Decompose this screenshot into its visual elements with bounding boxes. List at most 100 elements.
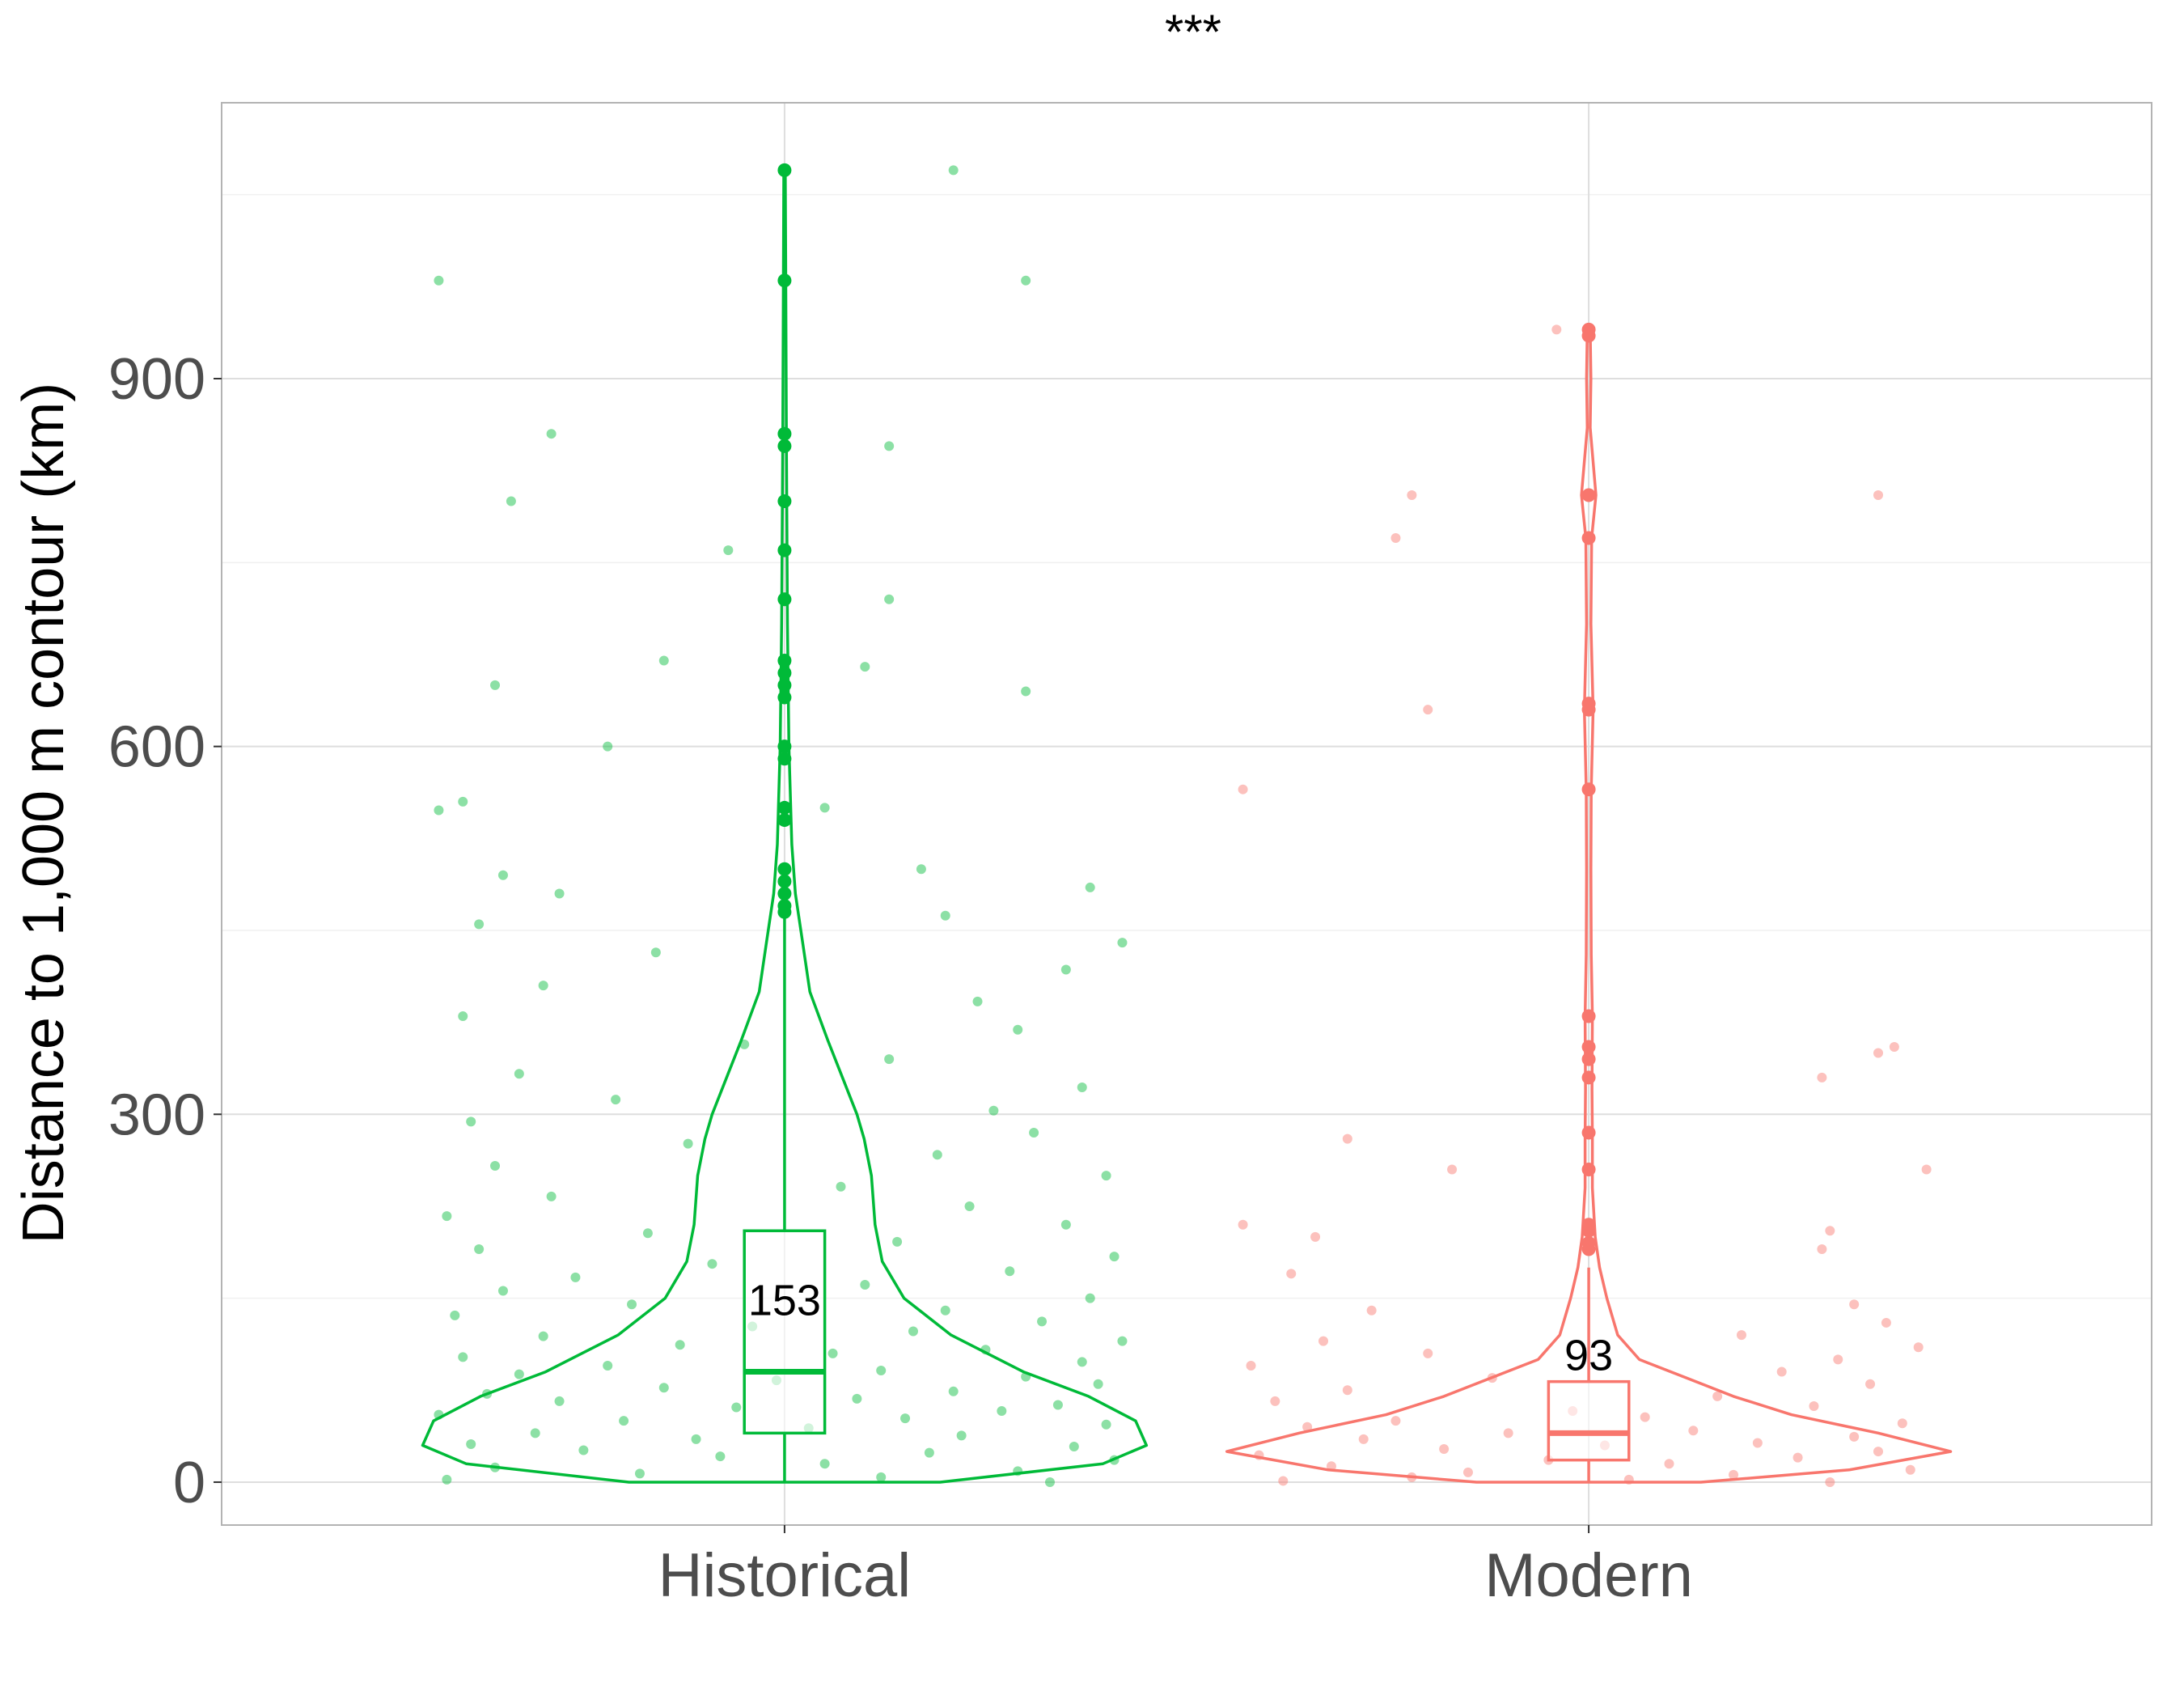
jitter-point	[1423, 705, 1433, 715]
jitter-point	[707, 1259, 717, 1269]
jitter-point	[497, 1286, 508, 1296]
jitter-point	[876, 1366, 887, 1376]
y-axis-ticks: 0 300 600 900	[108, 347, 222, 1515]
outlier-point	[777, 813, 792, 828]
jitter-point	[538, 1331, 548, 1341]
jitter-point	[1712, 1391, 1723, 1401]
jitter-point	[1905, 1464, 1915, 1475]
jitter-point	[852, 1393, 862, 1404]
jitter-point	[1021, 275, 1031, 286]
jitter-point	[1029, 1128, 1039, 1138]
jitter-point	[466, 1438, 476, 1449]
jitter-point	[1005, 1266, 1015, 1277]
jitter-point	[1407, 489, 1417, 500]
jitter-point	[514, 1369, 524, 1379]
jitter-point	[538, 981, 548, 991]
outlier-point	[777, 678, 792, 693]
jitter-point	[964, 1201, 975, 1211]
outlier-point	[777, 690, 792, 705]
x-tick-label: Modern	[1484, 1541, 1693, 1610]
y-tick-label: 900	[108, 347, 205, 412]
jitter-point	[924, 1447, 934, 1458]
jitter-point	[1109, 1252, 1120, 1262]
jitter-point	[948, 165, 959, 176]
outlier-point	[777, 273, 792, 288]
outlier-point	[777, 862, 792, 876]
jitter-point	[1390, 1416, 1401, 1426]
jitter-point	[1117, 1336, 1128, 1346]
jitter-point	[860, 662, 870, 672]
minor-gridlines	[222, 193, 2152, 1299]
outlier-point	[777, 654, 792, 668]
jitter-point	[1238, 784, 1248, 794]
jitter-point	[1889, 1041, 1899, 1052]
jitter-point	[1817, 1072, 1827, 1083]
x-axis-ticks: Historical Modern	[658, 1525, 1693, 1610]
outlier-point	[1581, 1218, 1596, 1232]
outlier-point	[1581, 488, 1596, 502]
jitter-point	[884, 1054, 895, 1065]
jitter-point	[490, 1160, 501, 1171]
jitter-point	[1069, 1442, 1079, 1452]
outlier-point	[1581, 782, 1596, 797]
jitter-point	[1792, 1452, 1803, 1463]
jitter-point	[1873, 1048, 1883, 1058]
jitter-point	[1358, 1434, 1369, 1444]
x-tick-label: Historical	[658, 1541, 912, 1610]
outlier-point	[777, 739, 792, 754]
outlier-point	[777, 543, 792, 557]
jitter-point	[1447, 1164, 1458, 1175]
jitter-point	[1060, 964, 1071, 975]
outlier-point	[777, 887, 792, 901]
jitter-point	[1825, 1477, 1835, 1487]
jitter-point	[1342, 1385, 1352, 1396]
jitter-point	[1286, 1269, 1297, 1279]
jitter-point	[1037, 1316, 1048, 1327]
box	[1547, 1379, 1631, 1462]
outlier-point	[1581, 1040, 1596, 1054]
outlier-point	[777, 426, 792, 441]
jitter-point	[1825, 1226, 1835, 1236]
y-axis-label: Distance to 1,000 m contour (km)	[11, 383, 76, 1244]
jitter-point	[956, 1430, 967, 1441]
jitter-point	[1246, 1360, 1256, 1371]
jitter-point	[458, 796, 468, 807]
jitter-point	[442, 1211, 452, 1222]
outlier-point	[777, 439, 792, 453]
outlier-point	[777, 666, 792, 680]
jitter-point	[1664, 1459, 1674, 1469]
jitter-point	[1873, 489, 1883, 500]
plot-panel-border	[221, 102, 2152, 1526]
jitter-point	[458, 1011, 468, 1022]
jitter-point	[1093, 1379, 1103, 1389]
jitter-point	[988, 1105, 999, 1116]
jitter-point	[1736, 1330, 1746, 1341]
jitter-point	[819, 1459, 830, 1469]
jitter-point	[1077, 1357, 1087, 1367]
jitter-point	[658, 655, 669, 666]
outlier-point	[1581, 1009, 1596, 1023]
outlier-point	[1581, 1163, 1596, 1176]
jitter-point	[972, 996, 983, 1006]
jitter-point	[1052, 1400, 1063, 1410]
outlier-point	[1581, 322, 1596, 337]
jitter-point	[1390, 533, 1401, 544]
jitter-point	[627, 1299, 637, 1310]
jitter-point	[997, 1406, 1007, 1417]
jitter-point	[715, 1451, 726, 1462]
jitter-point	[1077, 1082, 1087, 1092]
outlier-point	[1581, 1052, 1596, 1066]
jitter-point	[731, 1402, 742, 1413]
jitter-point	[474, 1244, 485, 1255]
jitter-point	[1688, 1426, 1699, 1436]
jitter-point	[1423, 1348, 1433, 1358]
outlier-points	[777, 163, 1596, 1256]
jitter-point	[554, 1396, 565, 1406]
jitter-point	[683, 1138, 693, 1149]
jitter-point	[1729, 1469, 1739, 1480]
jitter-point	[1817, 1244, 1827, 1255]
outlier-point	[1581, 531, 1596, 545]
jitter-point	[442, 1474, 452, 1485]
